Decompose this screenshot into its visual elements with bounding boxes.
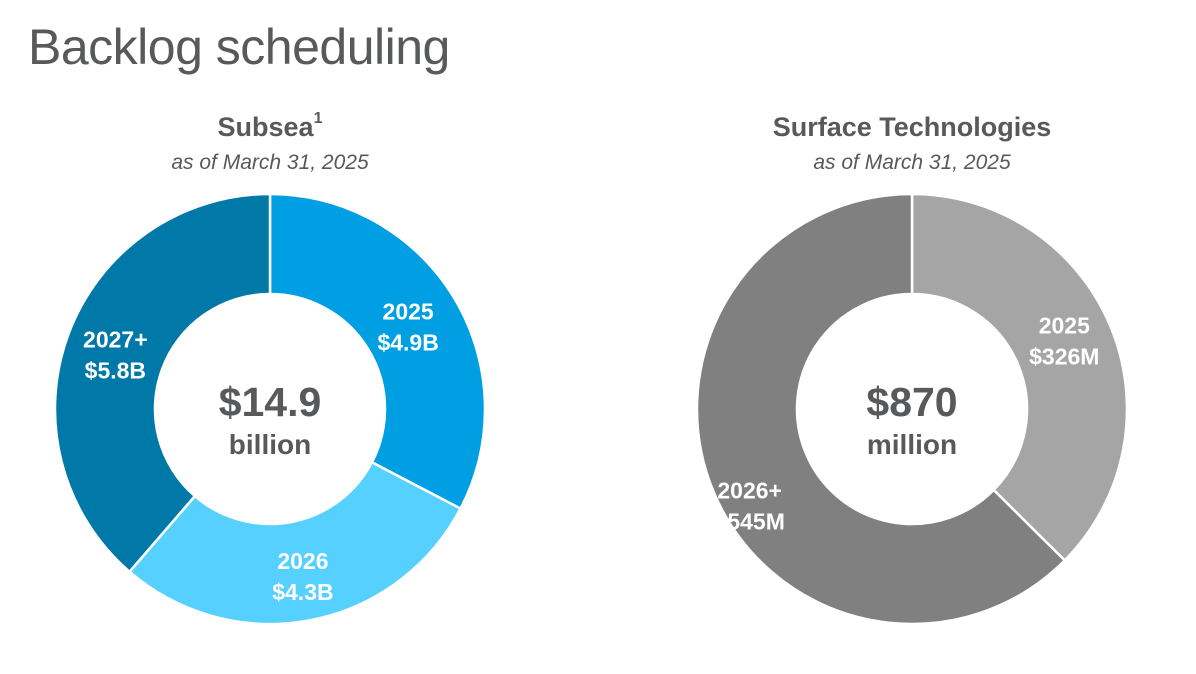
subsea-slice-value-label: $5.8B	[85, 357, 146, 383]
subsea-slice-category-label: 2026	[277, 548, 328, 574]
subsea-slice-category-label: 2025	[383, 299, 434, 325]
surface-slice-value-label: $326M	[1029, 344, 1099, 370]
surface-slice-category-label: 2025	[1039, 313, 1090, 339]
surface-chart-title: Surface Technologies	[772, 112, 1052, 142]
subsea-chart-heading: Subsea1 as of March 31, 2025	[20, 110, 520, 175]
subsea-chart-title: Subsea	[217, 112, 314, 142]
subsea-center-total: $14.9	[219, 379, 322, 425]
surface-slice-2025	[910, 192, 1129, 563]
surface-chart-heading: Surface Technologies as of March 31, 202…	[662, 112, 1162, 175]
surface-center-total: $870	[866, 379, 957, 425]
subsea-slice-2025	[268, 192, 487, 511]
surface-center-unit: million	[867, 429, 957, 460]
surface-slice-value-label: $545M	[715, 508, 785, 534]
subsea-chart-title-line: Subsea1	[20, 110, 520, 146]
subsea-slice-value-label: $4.9B	[377, 330, 438, 356]
subsea-slice-2026	[127, 460, 463, 626]
subsea-slice-2027-plus	[53, 192, 272, 574]
subsea-chart-subtitle: as of March 31, 2025	[171, 151, 369, 174]
subsea-center-unit: billion	[229, 429, 311, 460]
subsea-footnote-marker: 1	[313, 110, 323, 127]
subsea-slice-category-label: 2027+	[83, 326, 148, 352]
surface-slice-2026-plus	[695, 192, 1067, 626]
surface-slice-category-label: 2026+	[717, 477, 782, 503]
surface-chart-subtitle: as of March 31, 2025	[813, 151, 1011, 174]
page-title: Backlog scheduling	[28, 19, 450, 75]
subsea-slice-value-label: $4.3B	[272, 579, 333, 605]
